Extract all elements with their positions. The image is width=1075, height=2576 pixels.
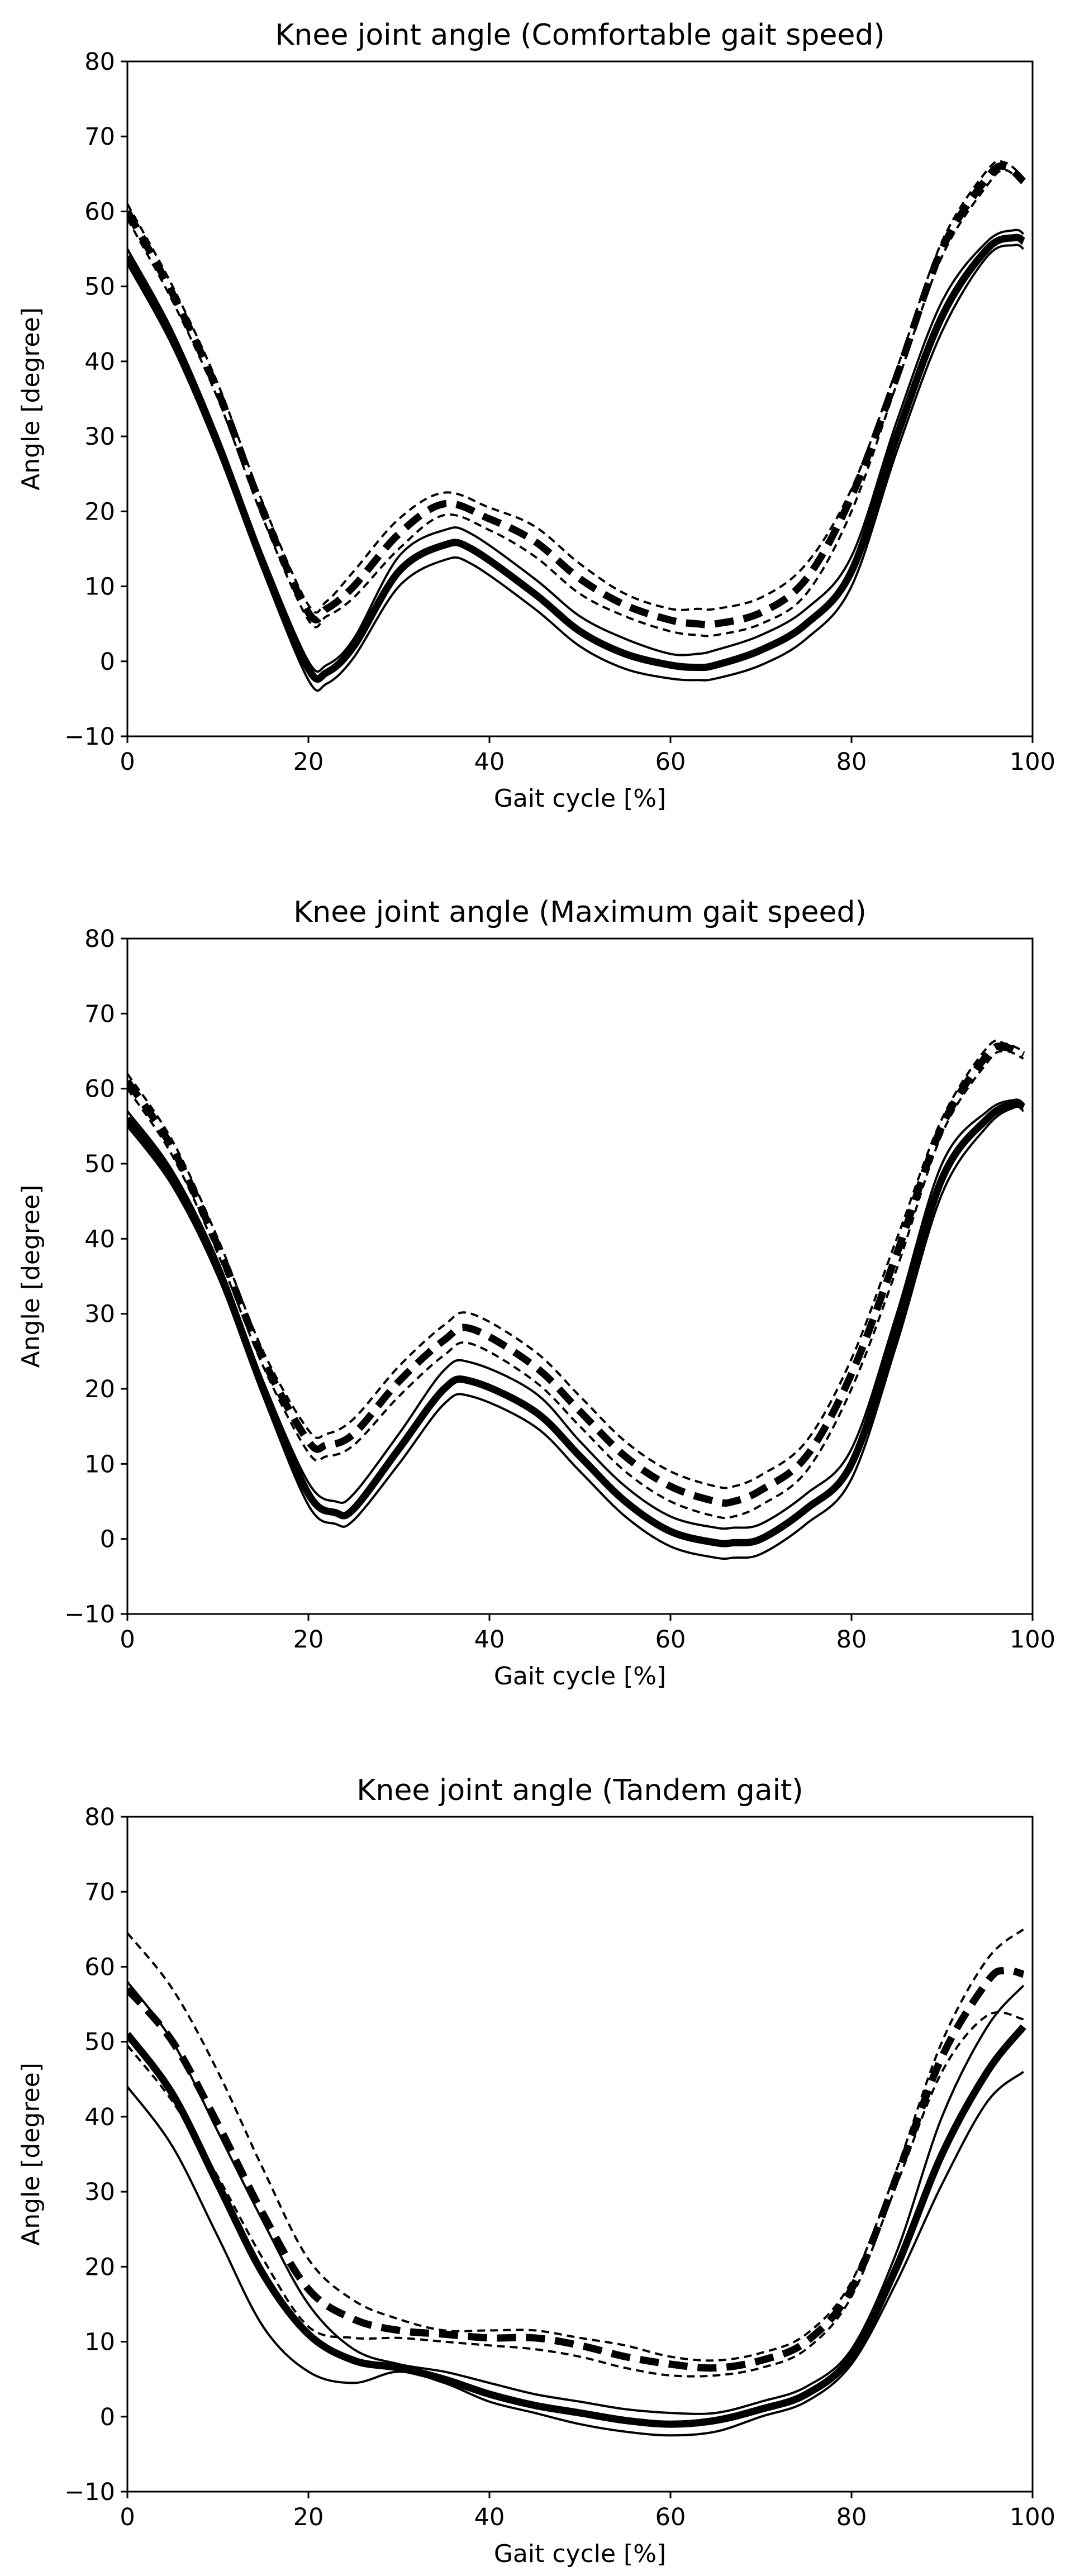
plot-frame <box>126 937 1034 1615</box>
y-tick-label: 70 <box>84 1878 115 1906</box>
series-line-solid-upper <box>127 228 1024 673</box>
y-tick-label: 80 <box>84 1803 115 1831</box>
series-line-dashed-upper <box>127 1039 1024 1489</box>
y-tick-label: 10 <box>84 1450 115 1478</box>
x-axis-label: Gait cycle [%] <box>494 2540 666 2568</box>
series-line-dashed-mean <box>127 1042 1025 1507</box>
series-line-solid-lower <box>127 1106 1025 1560</box>
y-tick-label: 0 <box>100 2403 115 2431</box>
x-axis-label: Gait cycle [%] <box>494 1662 666 1691</box>
x-tick-label: 0 <box>120 1626 135 1654</box>
series-group <box>127 1928 1026 2437</box>
chart-panel-3: Knee joint angle (Tandem gait) 0 20 40 60 80 1… <box>17 1774 1055 2568</box>
series-group <box>127 160 1026 692</box>
x-tick-label: 100 <box>1010 1626 1055 1654</box>
y-tick-label: 80 <box>84 925 115 953</box>
y-axis-label: Angle [degree] <box>17 307 45 491</box>
series-line-dashed-mean <box>127 1966 1025 2372</box>
y-tick-label: 70 <box>84 123 115 151</box>
x-tick-label: 60 <box>655 748 686 776</box>
x-axis-label: Gait cycle [%] <box>494 784 666 813</box>
series-line-solid-mean <box>127 1099 1026 1547</box>
x-tick-label: 20 <box>293 748 324 776</box>
series-line-solid-mean <box>127 234 1026 683</box>
y-tick-label: 30 <box>84 1301 115 1329</box>
y-tick-label: −10 <box>64 1601 115 1629</box>
y-tick-label: 60 <box>84 198 115 226</box>
series-line-dashed-mean <box>127 162 1026 628</box>
x-tick-label: 20 <box>293 1626 324 1654</box>
x-tick-label: 100 <box>1010 748 1055 776</box>
y-tick-label: 20 <box>84 1375 115 1403</box>
y-tick-label: 20 <box>84 2253 115 2281</box>
chart-title: Knee joint angle (Maximum gait speed) <box>293 896 867 929</box>
y-tick-label: 50 <box>84 273 115 301</box>
y-tick-label: 10 <box>84 573 115 601</box>
y-tick-label: 30 <box>84 423 115 451</box>
x-tick-label: 0 <box>120 2503 135 2531</box>
series-line-dashed-lower <box>127 1050 1024 1520</box>
series-line-solid-upper <box>127 1981 1025 2415</box>
y-tick-label: −10 <box>64 723 115 751</box>
series-line-dashed-upper <box>127 1928 1025 2362</box>
series-line-solid-lower <box>127 244 1024 692</box>
x-tick-label: 80 <box>836 2503 867 2531</box>
plot-frame <box>126 60 1034 737</box>
x-tick-label: 40 <box>474 1626 505 1654</box>
y-tick-label: 60 <box>84 1953 115 1981</box>
y-tick-label: 40 <box>84 348 115 376</box>
x-tick-label: 100 <box>1010 2503 1055 2531</box>
series-line-dashed-lower <box>127 169 1025 637</box>
x-tick-label: 20 <box>293 2503 324 2531</box>
x-tick-label: 80 <box>836 1626 867 1654</box>
series-group <box>127 1039 1026 1560</box>
chart-panel-1: Knee joint angle (Comfortable gait speed… <box>17 18 1055 813</box>
x-tick-label: 60 <box>655 1626 686 1654</box>
series-line-dashed-upper <box>127 160 1025 614</box>
y-tick-label: 40 <box>84 1225 115 1253</box>
x-tick-label: 60 <box>655 2503 686 2531</box>
series-line-solid-upper <box>127 1098 1024 1530</box>
y-tick-label: 50 <box>84 1150 115 1178</box>
x-tick-label: 40 <box>474 748 505 776</box>
x-tick-label: 80 <box>836 748 867 776</box>
y-tick-label: 50 <box>84 2029 115 2056</box>
y-tick-label: 20 <box>84 498 115 526</box>
x-tick-label: 40 <box>474 2503 505 2531</box>
series-line-solid-mean <box>127 2024 1026 2428</box>
chart-panel-2: Knee joint angle (Maximum gait speed) 0 20… <box>17 896 1055 1691</box>
y-axis-label: Angle [degree] <box>17 2063 45 2246</box>
chart-title: Knee joint angle (Comfortable gait speed… <box>275 18 884 52</box>
y-tick-label: 30 <box>84 2178 115 2206</box>
y-tick-label: 0 <box>100 648 115 676</box>
y-tick-label: −10 <box>64 2478 115 2506</box>
y-axis-label: Angle [degree] <box>17 1185 45 1368</box>
y-tick-label: 40 <box>84 2103 115 2131</box>
series-line-dashed-lower <box>127 2011 1024 2378</box>
y-tick-label: 70 <box>84 1000 115 1028</box>
plot-frame <box>126 1816 1034 2493</box>
chart-title: Knee joint angle (Tandem gait) <box>356 1774 803 1807</box>
y-tick-label: 0 <box>100 1526 115 1554</box>
y-tick-label: 10 <box>84 2329 115 2356</box>
y-tick-label: 80 <box>84 48 115 76</box>
x-tick-label: 0 <box>120 748 135 776</box>
series-line-solid-lower <box>127 2070 1025 2437</box>
y-tick-label: 60 <box>84 1075 115 1103</box>
